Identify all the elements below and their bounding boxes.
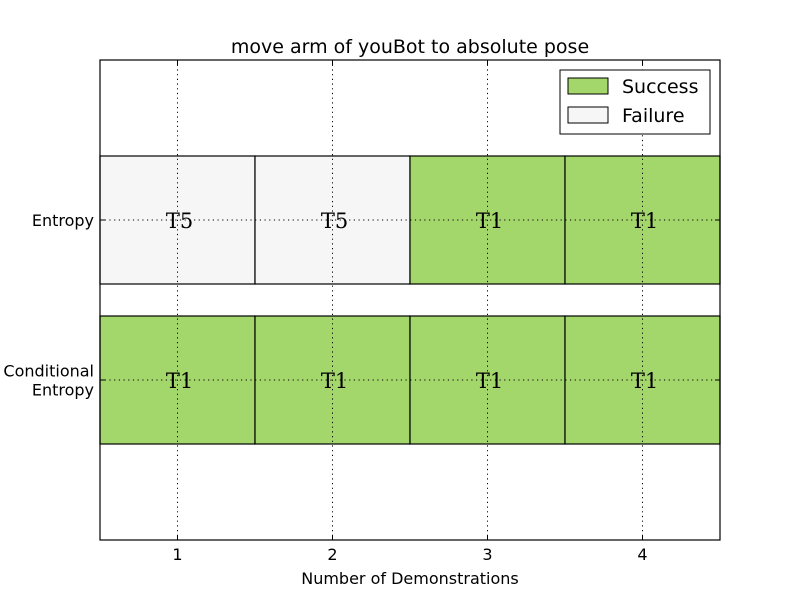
y-tick-label-line: Conditional	[3, 362, 94, 381]
plot-frame	[99, 59, 721, 541]
plot-background	[100, 60, 720, 540]
grid	[100, 60, 720, 540]
cell-label: T1	[631, 369, 658, 393]
legend-swatch	[567, 106, 609, 124]
plot-border	[99, 59, 721, 541]
x-tick-label: 2	[327, 545, 337, 564]
chart-title: move arm of youBot to absolute pose	[231, 36, 589, 58]
legend: Success Failure	[559, 69, 711, 135]
x-tick-label: 1	[172, 545, 182, 564]
cell-label: T1	[476, 369, 503, 393]
cell-label: T1	[476, 209, 503, 233]
x-axis-label: Number of Demonstrations	[301, 569, 519, 588]
y-tick-label: Conditional Entropy	[3, 362, 94, 400]
legend-entry: Failure	[622, 105, 685, 127]
cell-label: T5	[321, 209, 348, 233]
x-tick-label: 4	[637, 545, 647, 564]
plot-area	[100, 60, 720, 540]
y-tick-label-line: Entropy	[32, 211, 94, 230]
cell-label: T1	[321, 369, 348, 393]
x-tick-label: 3	[482, 545, 492, 564]
x-axis-ticks: 1 2 3 4	[172, 545, 647, 564]
cell-labels: T5 T5 T1 T1 T1 T1 T1 T1	[166, 209, 658, 393]
cell-label: T5	[166, 209, 193, 233]
y-tick-label: Entropy	[32, 211, 94, 230]
legend-swatch	[567, 77, 609, 95]
cell-label: T1	[166, 369, 193, 393]
y-tick-label-line: Entropy	[32, 381, 94, 400]
legend-entry: Success	[622, 76, 698, 98]
cell-label: T1	[631, 209, 658, 233]
